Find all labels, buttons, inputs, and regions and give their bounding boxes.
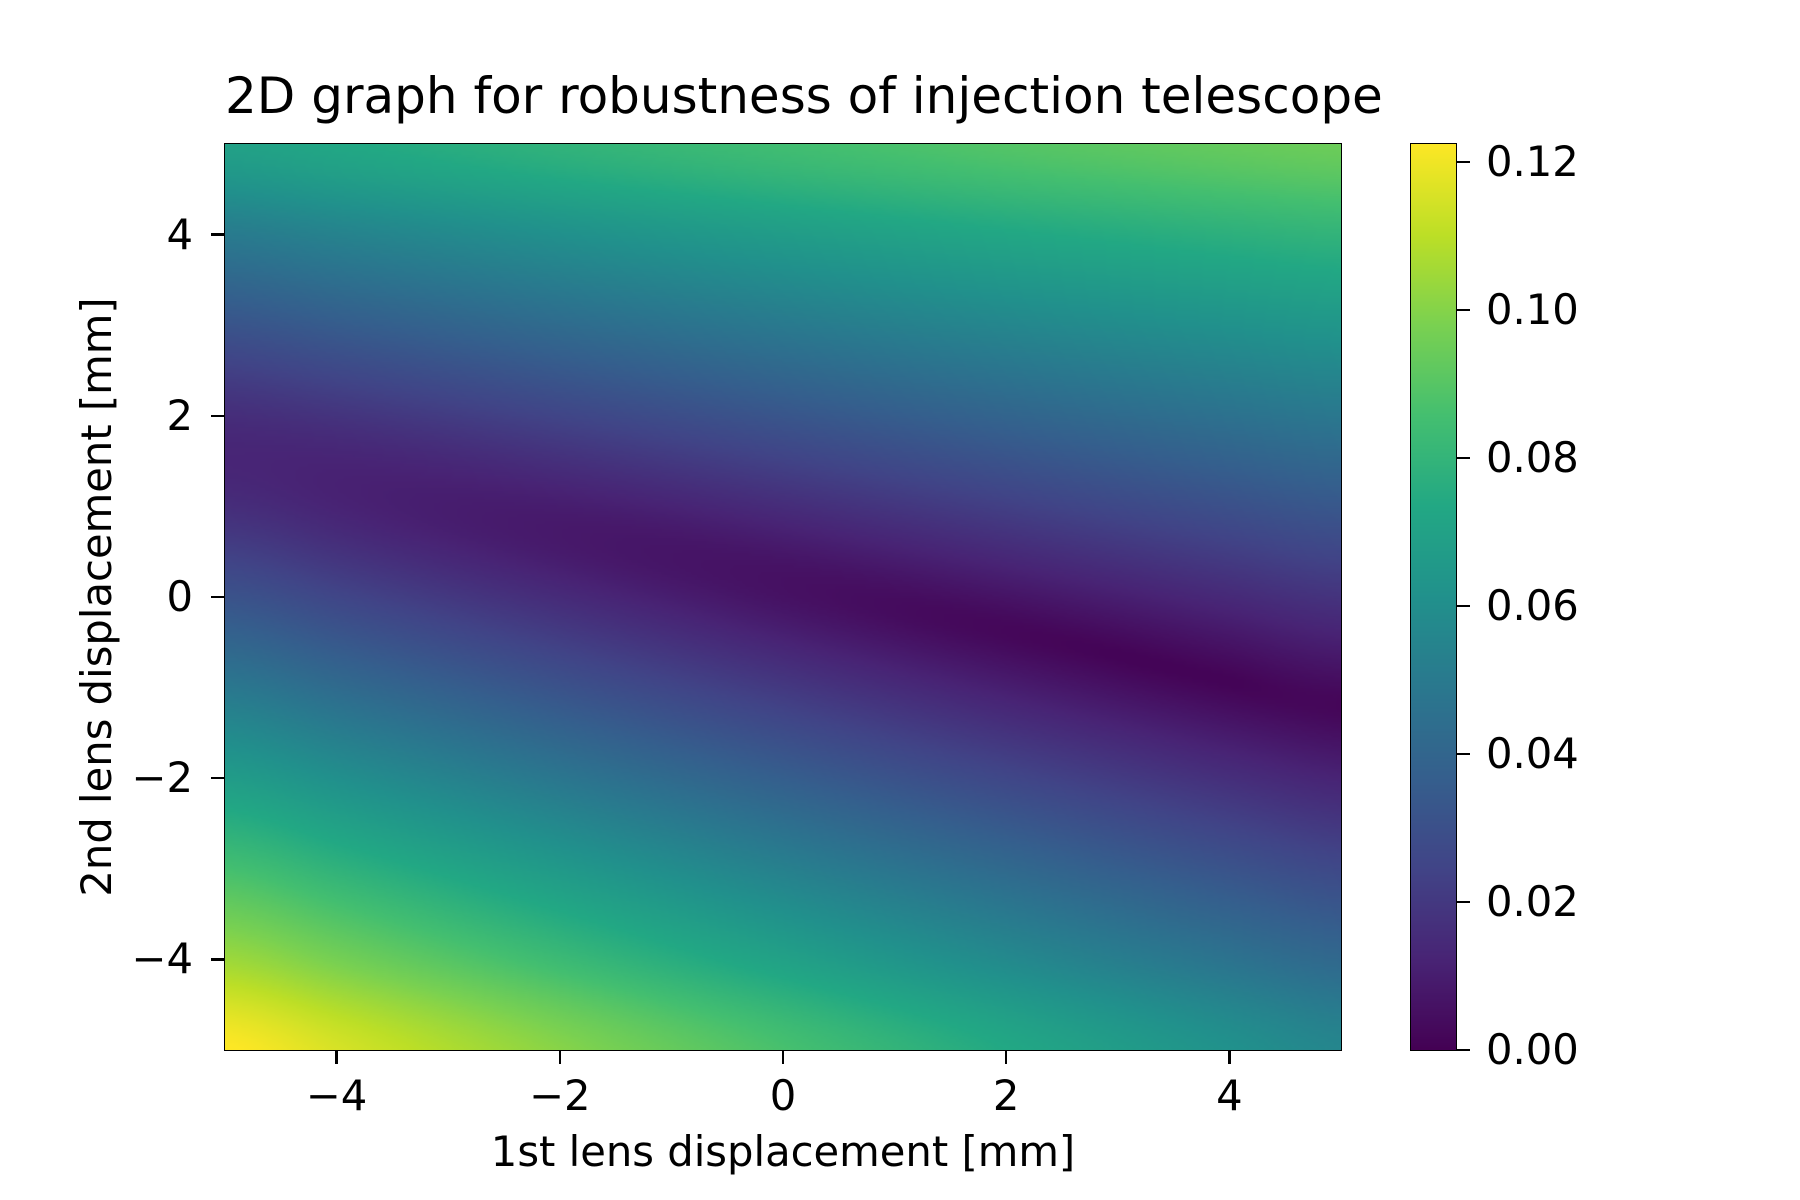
y-tick-label: 4 (166, 209, 193, 259)
colorbar-tick-label: 0.10 (1486, 284, 1579, 334)
x-tick-mark (1004, 1050, 1008, 1064)
x-tick-mark (1228, 1050, 1231, 1064)
y-tick-label: 2 (166, 390, 193, 440)
colorbar-tick-mark (1456, 456, 1470, 460)
y-tick-label: −4 (131, 934, 193, 984)
y-tick-mark (211, 233, 225, 236)
y-tick-mark (211, 776, 225, 780)
colorbar-tick-mark (1456, 900, 1470, 904)
plot-area (223, 142, 1342, 1051)
colorbar-tick-label: 0.00 (1486, 1025, 1579, 1074)
x-tick-mark (781, 1050, 785, 1064)
y-tick-label: 0 (166, 572, 193, 621)
x-tick-label: −4 (305, 1071, 368, 1120)
x-tick-mark (558, 1050, 562, 1064)
chart-title: 2D graph for robustness of injection tel… (225, 67, 1383, 125)
colorbar-gradient (1411, 144, 1456, 1050)
colorbar-tick-label: 0.04 (1486, 728, 1579, 778)
x-tick-mark (335, 1050, 338, 1064)
y-tick-mark (211, 595, 225, 599)
x-tick-label: 4 (1216, 1071, 1243, 1120)
y-tick-mark (211, 958, 225, 961)
colorbar-tick-mark (1456, 160, 1470, 163)
colorbar-tick-label: 0.06 (1486, 580, 1579, 630)
x-tick-label: 2 (992, 1071, 1020, 1120)
y-axis-label: 2nd lens displacement [mm] (72, 297, 121, 897)
colorbar-tick-label: 0.02 (1486, 876, 1579, 926)
x-tick-label: −2 (529, 1071, 591, 1120)
colorbar-tick-mark (1456, 604, 1470, 608)
colorbar-tick-label: 0.12 (1486, 136, 1579, 186)
y-tick-mark (211, 414, 225, 418)
colorbar-tick-mark (1456, 1048, 1470, 1052)
y-tick-label: −2 (131, 753, 193, 803)
heatmap-image (225, 144, 1341, 1050)
x-tick-label: 0 (769, 1071, 797, 1120)
x-axis-label: 1st lens displacement [mm] (490, 1127, 1076, 1176)
colorbar-tick-mark (1456, 752, 1470, 756)
colorbar (1409, 142, 1457, 1051)
colorbar-tick-mark (1456, 308, 1470, 312)
colorbar-tick-label: 0.08 (1486, 432, 1579, 482)
